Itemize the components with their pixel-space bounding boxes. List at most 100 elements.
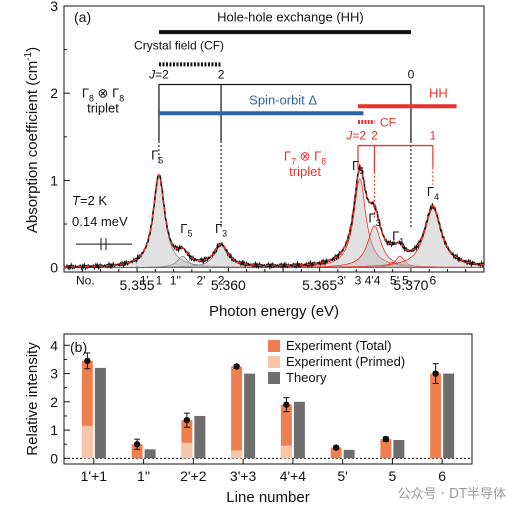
resolution-label: 0.14 meV bbox=[72, 214, 128, 229]
line-number-1: 1 bbox=[156, 274, 163, 288]
peak-label-6: Γ4​ bbox=[427, 184, 439, 202]
line-number-10: 6 bbox=[430, 274, 437, 288]
bar-experiment-total-7 bbox=[430, 373, 442, 459]
watermark: 公众号 · DT半导体 bbox=[398, 487, 506, 502]
panel-a-fit-components bbox=[63, 175, 485, 268]
line-number-6: 3 bbox=[355, 274, 362, 288]
line-number-4: 2 bbox=[218, 274, 225, 288]
x-tick-label-2: 2'+2 bbox=[180, 468, 207, 484]
bar-experiment-total-0 bbox=[81, 360, 93, 459]
triplet-red-label: triplet bbox=[289, 164, 321, 179]
x-tick-label: 5.365 bbox=[302, 277, 337, 293]
cf-red-label: CF bbox=[380, 115, 396, 129]
experiment-point-2 bbox=[183, 416, 191, 424]
legend-swatch-0 bbox=[268, 340, 280, 352]
peak-label-0: Γ5​ bbox=[151, 147, 163, 165]
bar-experiment-primed-4 bbox=[280, 445, 292, 459]
panel-b-y-axis: 0 1 2 3 4 bbox=[50, 337, 472, 466]
x-tick-label: 5.355 bbox=[120, 277, 155, 293]
triplet-label: triplet bbox=[87, 100, 119, 115]
bar-theory-5 bbox=[343, 449, 355, 459]
y-tick-label: 0 bbox=[50, 450, 58, 466]
line-number-7: 4'4 bbox=[365, 274, 381, 288]
peak-label-5: Γ1​ bbox=[392, 229, 404, 247]
panel-b-y-axis-label: Relative intensity bbox=[24, 342, 41, 456]
panel-b-bars bbox=[81, 352, 455, 459]
j-label-red-0: J=2 bbox=[345, 128, 366, 142]
bar-experiment-total-5 bbox=[330, 447, 342, 459]
y-tick-label: 0 bbox=[50, 260, 58, 276]
gamma7-label: Γ7​ ⊗ Γ8​ bbox=[284, 148, 326, 166]
bar-experiment-total-4 bbox=[280, 404, 292, 459]
y-tick-label: 1 bbox=[50, 172, 58, 188]
j-label-black-2: 0 bbox=[408, 67, 415, 81]
line-number-2: 1'' bbox=[170, 274, 181, 288]
experiment-point-0 bbox=[84, 357, 91, 365]
experiment-point-1 bbox=[133, 441, 141, 448]
panel-b-legend: Experiment (Total)Experiment (Primed)The… bbox=[268, 338, 405, 385]
y-tick-label: 4 bbox=[50, 337, 58, 353]
y-tick-label: 1 bbox=[50, 422, 58, 438]
legend-label-0: Experiment (Total) bbox=[286, 338, 391, 353]
spin-orbit-label: Spin-orbit Δ bbox=[249, 93, 317, 108]
experiment-point-6 bbox=[382, 435, 390, 443]
fit-curve bbox=[64, 166, 485, 268]
panel-b-frame bbox=[63, 333, 473, 465]
panel-a-y-axis-label: Absorption coefficient (cm-1) bbox=[23, 47, 41, 233]
panel-a-x-axis: 5.355 5.360 5.365 5.370 bbox=[81, 266, 467, 293]
fit-component-7 bbox=[64, 207, 485, 268]
line-number-prefix: No. bbox=[76, 274, 95, 288]
y-tick-label: 3 bbox=[50, 0, 58, 14]
panel-a-y-axis: 0 1 2 3 bbox=[50, 0, 70, 276]
panel-a-x-axis-label: Photon energy (eV) bbox=[209, 303, 339, 320]
bar-experiment-primed-3 bbox=[231, 450, 243, 459]
x-tick-label-4: 4'+4 bbox=[280, 468, 307, 484]
y-tick-label: 2 bbox=[50, 394, 58, 410]
peak-label-2: Γ3​ bbox=[215, 221, 227, 239]
x-tick-label-1: 1'' bbox=[137, 468, 150, 484]
bar-experiment-primed-2 bbox=[181, 442, 193, 459]
line-number-5: 3' bbox=[337, 274, 346, 288]
bar-experiment-primed-0 bbox=[81, 425, 93, 459]
x-tick-label: 5.370 bbox=[393, 277, 428, 293]
bar-theory-1 bbox=[144, 449, 156, 459]
peak-label-3: Γ5​ bbox=[352, 158, 364, 176]
panel-a-annotations: Hole-hole exchange (HH) Crystal field (CF… bbox=[72, 10, 457, 251]
y-tick-label: 3 bbox=[50, 366, 58, 382]
panel-b-label: (b) bbox=[70, 339, 87, 355]
x-tick-label-7: 6 bbox=[438, 468, 446, 484]
legend-swatch-2 bbox=[268, 372, 280, 384]
peak-label-4: Γ3​ bbox=[368, 210, 380, 228]
temperature-label: T=2 K bbox=[72, 193, 107, 208]
hh-label: Hole-hole exchange (HH) bbox=[217, 10, 364, 25]
x-tick-label-5: 5' bbox=[337, 468, 347, 484]
panel-a-frame bbox=[63, 5, 485, 273]
j-label-black-1: 2 bbox=[218, 67, 225, 81]
panel-a-line-numbers: No. 1' 1 1'' 2' 2 3' 3 4'4 5' 5 6 bbox=[76, 274, 437, 288]
hh-red-label: HH bbox=[429, 86, 448, 101]
j-label-red-2: 1 bbox=[430, 128, 437, 142]
panel-a-curves bbox=[63, 163, 485, 271]
x-tick-label-0: 1'+1 bbox=[81, 468, 108, 484]
panel-b-x-axis: 1'+1 1'' 2'+2 3'+3 4'+4 5' 5 6 bbox=[81, 459, 446, 484]
j-label-black-0: J=2 bbox=[148, 67, 169, 81]
experiment-point-3 bbox=[233, 363, 240, 370]
bar-theory-3 bbox=[244, 373, 256, 459]
cf-label: Crystal field (CF) bbox=[134, 39, 224, 53]
legend-label-1: Experiment (Primed) bbox=[286, 354, 405, 369]
panel-b-relative-intensity: 0 1 2 3 4 1'+1 1'' 2'+2 3'+3 4'+4 5' 5 6 Experiment… bbox=[24, 333, 473, 506]
bar-experiment-total-6 bbox=[380, 439, 392, 459]
line-number-9: 5 bbox=[402, 274, 409, 288]
line-number-3: 2' bbox=[196, 274, 205, 288]
bar-experiment-total-2 bbox=[181, 420, 193, 459]
bar-theory-4 bbox=[293, 401, 305, 459]
line-number-8: 5' bbox=[390, 274, 399, 288]
legend-swatch-1 bbox=[268, 356, 280, 368]
x-tick-label-3: 3'+3 bbox=[230, 468, 257, 484]
bar-theory-0 bbox=[94, 367, 106, 459]
panel-a-peak-labels: Γ5​ Γ5​ Γ3​ Γ5​ Γ3​ Γ1​ Γ4​ bbox=[151, 147, 439, 246]
peak-label-1: Γ5​ bbox=[180, 221, 192, 239]
line-number-0: 1' bbox=[140, 274, 149, 288]
bar-theory-2 bbox=[194, 415, 206, 459]
